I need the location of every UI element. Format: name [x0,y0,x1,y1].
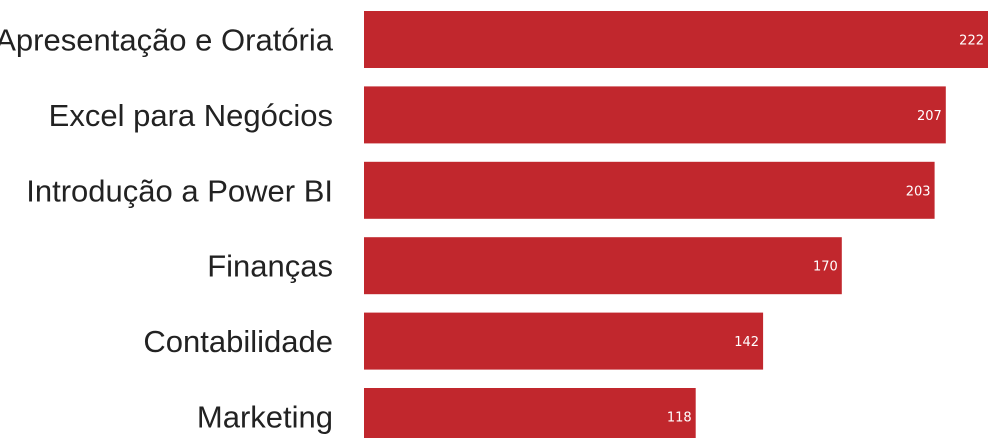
bar-5 [364,388,696,438]
category-label-5: Marketing [197,400,333,435]
bar-4 [364,312,764,370]
category-label-1: Excel para Negócios [49,98,333,133]
category-label-4: Contabilidade [143,324,333,359]
category-label-3: Finanças [207,249,333,284]
category-label-2: Introdução a Power BI [26,173,333,208]
bar-2 [364,161,935,219]
value-label-4: 142 [734,335,759,350]
category-labels: Apresentação e Oratória Excel para Negóci… [0,23,334,435]
category-label-0: Apresentação e Oratória [0,23,334,58]
bar-3 [364,237,842,295]
bar-1 [364,86,946,144]
value-label-3: 170 [813,260,838,275]
value-label-5: 118 [667,411,692,426]
bar-0 [364,11,988,68]
bars-layer [364,11,988,438]
value-label-2: 203 [906,184,931,199]
value-label-0: 222 [959,34,984,49]
value-label-1: 207 [917,109,942,124]
value-labels: 222 207 203 170 142 118 [667,34,984,426]
